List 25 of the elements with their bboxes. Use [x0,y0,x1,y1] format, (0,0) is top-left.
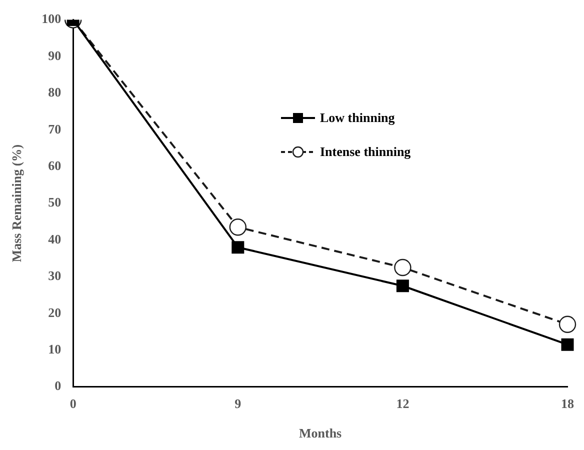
y-tick-label: 60 [48,158,62,173]
y-tick-label: 100 [42,11,62,26]
x-tick-label: 18 [561,396,574,411]
y-tick-label: 30 [48,268,62,284]
legend-label: Intense thinning [320,144,411,160]
y-tick-label: 40 [48,231,62,246]
legend-label: Low thinning [320,110,395,126]
point [229,218,246,236]
x-tick-label: 0 [70,396,76,411]
y-tick-label: 70 [48,121,62,136]
y-axis-title: Mass Remaining (%) [9,144,24,262]
y-tick-label: 10 [48,341,62,356]
point [396,280,409,292]
y-tick-label: 20 [48,304,62,320]
x-axis-title: Months [298,426,342,441]
x-tick-label: 9 [234,396,242,411]
point [561,338,574,351]
x-tick-label: 12 [396,396,410,411]
y-tick-label: 90 [48,48,62,63]
y-tick-label: 50 [48,194,62,210]
y-tick-label: 80 [48,84,62,100]
point [232,241,244,254]
y-tick-label: 0 [54,378,62,394]
point [558,316,576,334]
point [394,258,412,276]
